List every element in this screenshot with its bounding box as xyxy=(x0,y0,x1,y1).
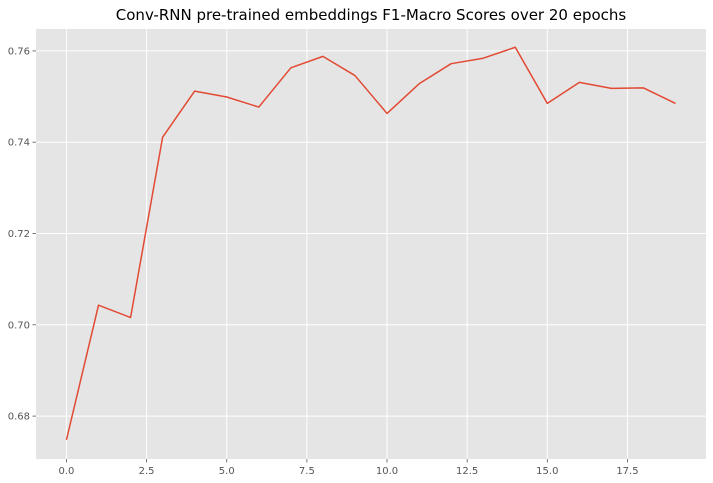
series-layer xyxy=(65,46,676,441)
y-tick-label: 0.72 xyxy=(8,229,30,240)
series-line-0 xyxy=(65,46,676,441)
x-tick-label: 12.5 xyxy=(456,466,478,477)
x-tick-label: 5.0 xyxy=(219,466,235,477)
gridlines xyxy=(36,29,706,459)
x-tick-label: 2.5 xyxy=(139,466,155,477)
plot-area xyxy=(36,29,706,459)
chart-title: Conv-RNN pre-trained embeddings F1-Macro… xyxy=(116,6,627,24)
x-tick-label: 7.5 xyxy=(299,466,315,477)
y-tick-label: 0.70 xyxy=(8,320,30,331)
y-tick-label: 0.74 xyxy=(8,138,30,149)
y-tick-label: 0.76 xyxy=(8,46,30,57)
x-tick-label: 15.0 xyxy=(536,466,558,477)
x-tick-label: 0.0 xyxy=(59,466,75,477)
x-tick-label: 10.0 xyxy=(376,466,398,477)
axis-ticks: 0.0 2.5 5.0 7.5 10.0 12.5 15.0 17.5 0.68 0.70 0.72… xyxy=(8,46,639,477)
x-tick-label: 17.5 xyxy=(616,466,638,477)
y-tick-label: 0.68 xyxy=(8,412,30,423)
